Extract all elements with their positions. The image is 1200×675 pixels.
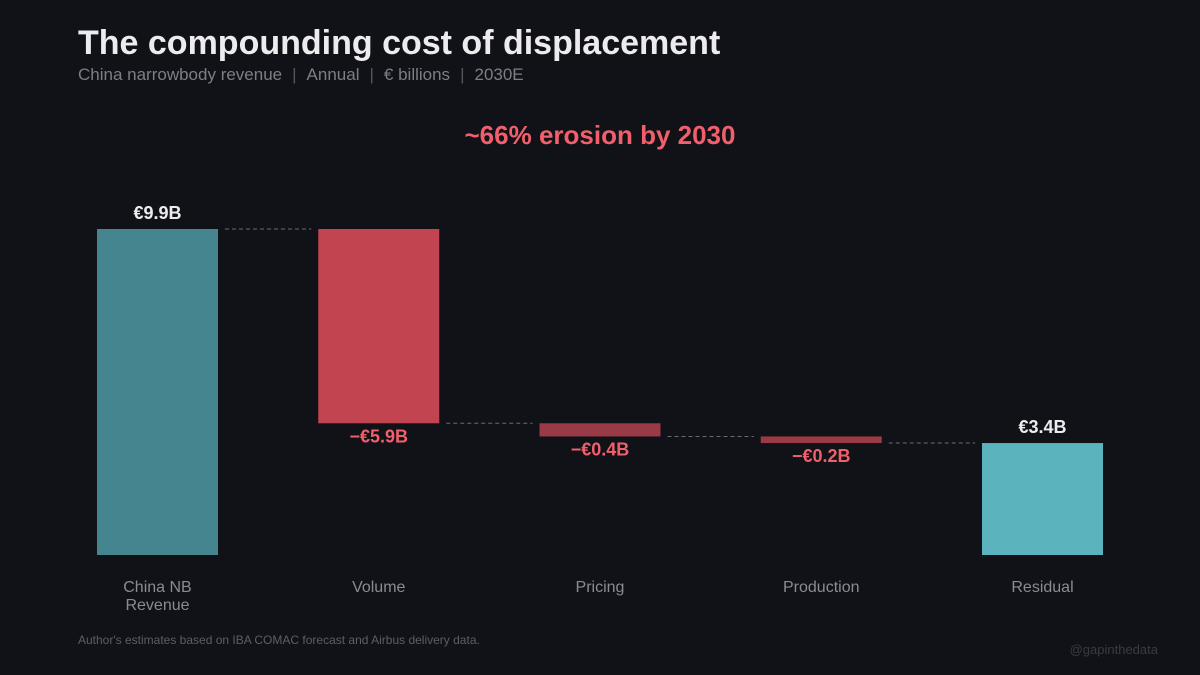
subtitle-unit: € billions [383,65,451,84]
data-label: −€0.4B [571,439,630,459]
bar-1 [318,229,440,424]
separator: | [369,65,374,84]
separator: | [460,65,465,84]
data-label: €3.4B [1018,417,1066,437]
bar-3 [760,436,882,444]
bar-4 [982,443,1103,555]
subtitle-year: 2030E [474,65,524,84]
subtitle-scope: China narrowbody revenue [78,65,283,84]
bar-0 [97,229,218,555]
category-label: Residual [1011,579,1073,596]
category-label: Pricing [576,579,625,596]
data-label: €9.9B [133,203,181,223]
data-label: −€0.2B [792,446,851,466]
separator: | [292,65,297,84]
chart-title: The compounding cost of displacement [78,24,721,62]
category-label: Volume [352,579,405,596]
subtitle-frequency: Annual [306,65,360,84]
category-label: Production [783,579,860,596]
bar-2 [539,423,661,437]
erosion-annotation: ~66% erosion by 2030 [464,120,736,150]
category-label: China NB [123,579,191,596]
source-note: Author's estimates based on IBA COMAC fo… [78,633,480,647]
chart-subtitle: China narrowbody revenue | Annual | € billio… [78,65,524,85]
data-label: −€5.9B [349,426,408,446]
category-label: Revenue [125,597,189,614]
author-handle: @gapinthedata [1069,642,1158,657]
